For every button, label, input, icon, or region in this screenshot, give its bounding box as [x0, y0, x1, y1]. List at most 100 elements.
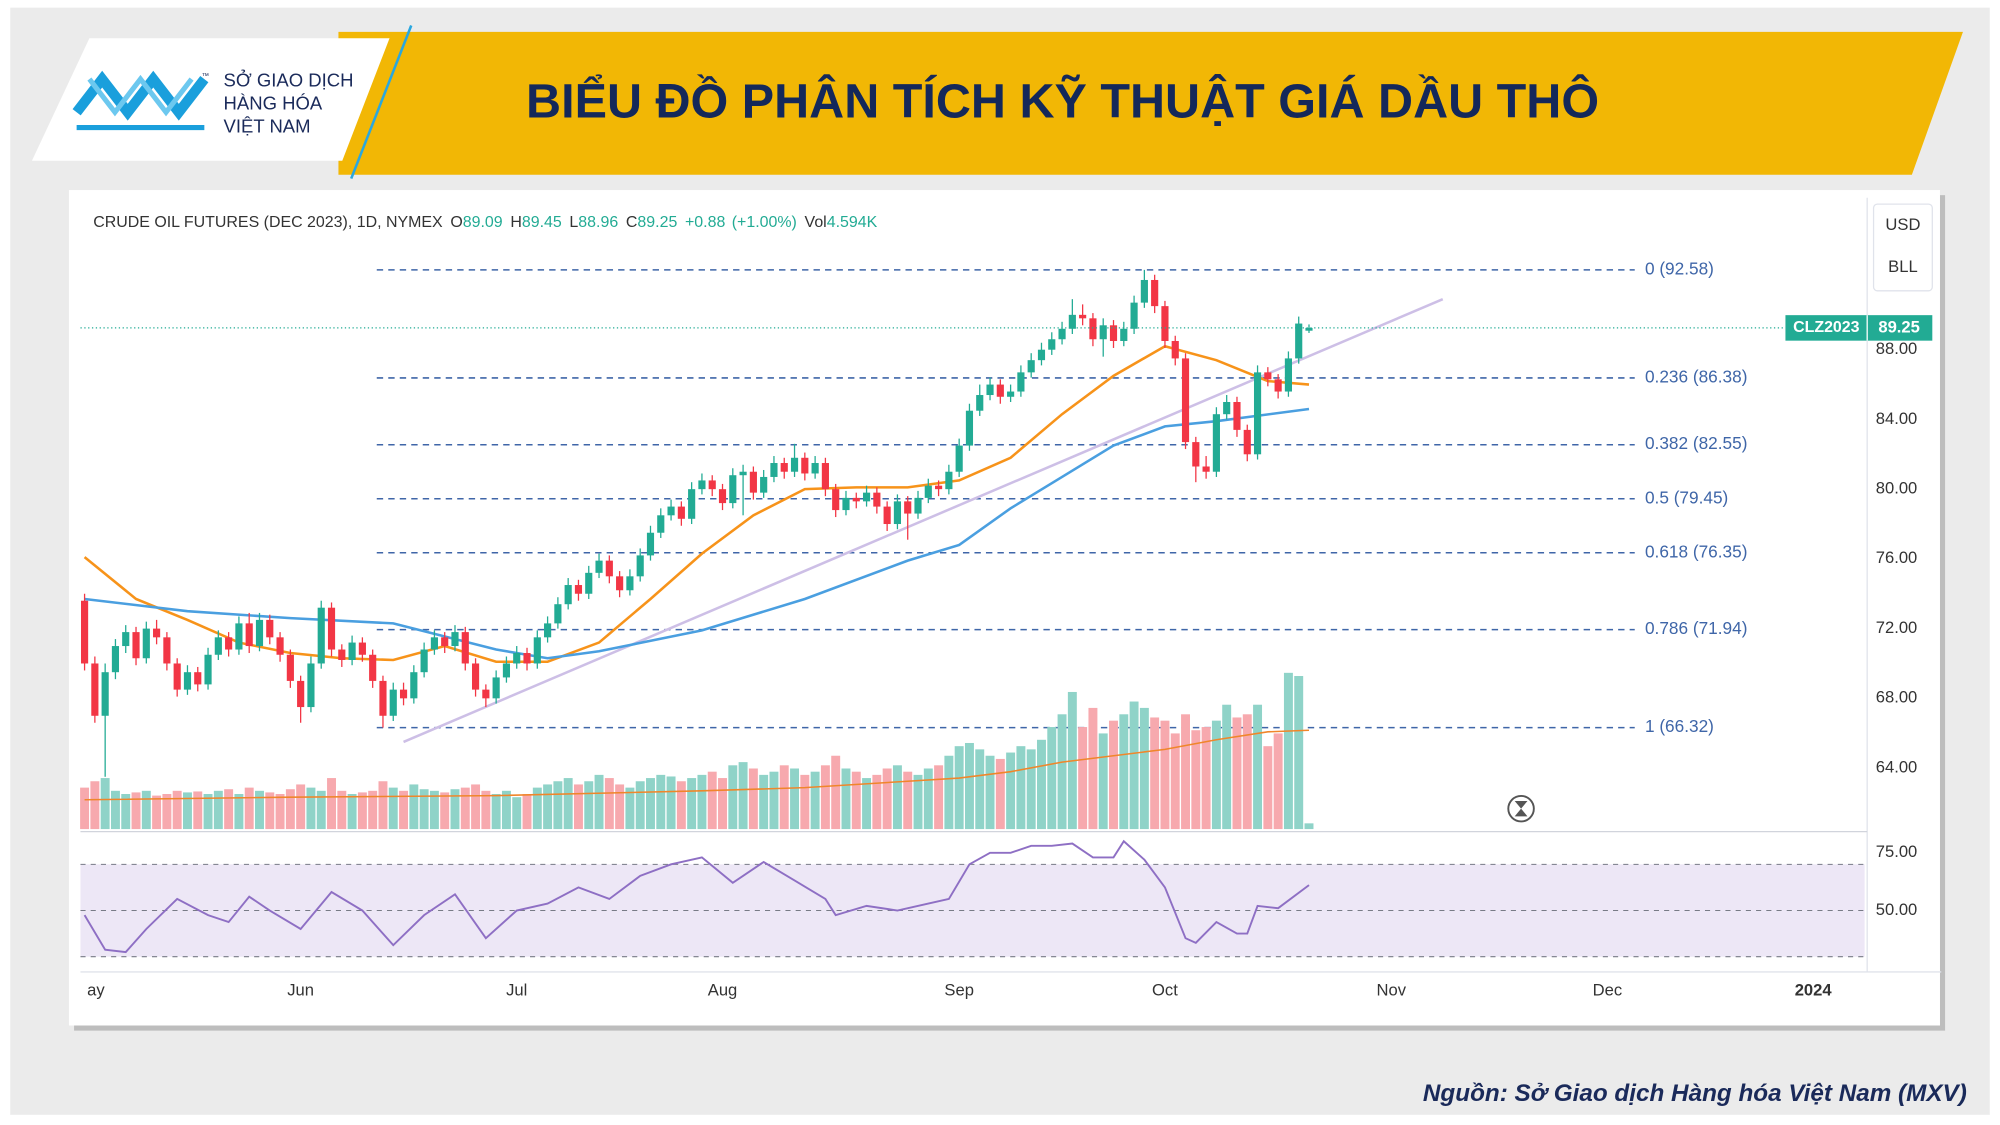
candle-body [801, 457, 809, 474]
fib-label: 0.5 (79.45) [1645, 487, 1728, 507]
candle-body [1264, 372, 1272, 380]
candle-body [893, 501, 902, 525]
candle-body [1079, 314, 1087, 319]
volume-bar [213, 790, 223, 830]
volume-bar [625, 787, 635, 830]
volume-bar [522, 794, 532, 830]
candle-body [101, 672, 109, 716]
legend-value: 89.25 [637, 214, 677, 231]
candle-body [327, 607, 336, 650]
candle-body [883, 506, 891, 525]
candle-body [420, 649, 428, 673]
volume-bar [892, 765, 902, 830]
candle-body [1017, 372, 1025, 392]
candle-body [1171, 340, 1179, 359]
volume-bar [491, 794, 501, 830]
volume-bar [964, 742, 974, 830]
legend-label: C [626, 214, 638, 231]
volume-bar [1026, 749, 1036, 830]
candle-body [996, 384, 1004, 397]
volume-bar [80, 787, 90, 830]
candle-body [1295, 323, 1303, 359]
rsi-line [83, 839, 1310, 954]
candle-body [358, 642, 366, 655]
candle-body [317, 607, 325, 664]
logo-stroke [72, 70, 209, 121]
volume-bar [152, 795, 162, 830]
candle-body [482, 689, 490, 699]
volume-bar [903, 771, 913, 830]
replay-icon[interactable] [1507, 794, 1535, 823]
candle-body [307, 663, 315, 708]
logo-mark [72, 70, 209, 131]
candle-body [585, 572, 593, 594]
x-tick-label: 2024 [1795, 980, 1833, 999]
plot: 64.00 68.00 72.00 76.00 80.00 84.00 88.00 ay Jun… [80, 258, 1933, 999]
volume-bar [1283, 672, 1293, 830]
volume-bar [1098, 733, 1108, 830]
candle-body [204, 654, 212, 685]
volume-bar [1160, 720, 1170, 830]
candle-body [904, 501, 912, 514]
volume-bar [697, 774, 707, 830]
volume-bar [275, 794, 285, 830]
volume-bar [1047, 727, 1057, 830]
volume-bar [512, 797, 522, 830]
candle-body [739, 471, 747, 476]
candle-body [441, 637, 449, 647]
candle-body [1151, 279, 1159, 307]
y-tick-label: 76.00 [1876, 548, 1918, 567]
candle-body [1305, 327, 1313, 331]
volume-bar [707, 771, 717, 830]
volume-bar [882, 768, 892, 830]
volume-bar [203, 794, 213, 830]
candle-body [266, 619, 274, 638]
candle-body [1161, 306, 1169, 341]
candle-body [410, 672, 418, 699]
candle-body [873, 492, 881, 507]
volume-bar [532, 787, 542, 830]
candle-body [945, 471, 953, 490]
volume-bar [100, 778, 110, 830]
logo-trademark: ™ [202, 72, 210, 81]
legend-change: +0.88 [685, 214, 725, 231]
legend-change-pct: (+1.00%) [732, 214, 797, 231]
rsi-tick-label: 50.00 [1876, 900, 1918, 919]
volume-bar [800, 774, 810, 830]
y-tick-label: 80.00 [1876, 479, 1918, 498]
volume-bar [841, 768, 851, 830]
volume-bar [954, 746, 964, 830]
legend-value: 89.45 [522, 214, 562, 231]
volume-bar [1037, 739, 1046, 830]
volume-bar [172, 790, 182, 830]
candle-body [1007, 391, 1015, 397]
candle-body [379, 680, 387, 716]
unit-box [1872, 203, 1933, 292]
candle-body [1068, 314, 1076, 329]
volume-bar [90, 781, 100, 830]
logo-text: HÀNG HÓA [223, 92, 322, 113]
candle-body [780, 463, 788, 472]
candle-body [142, 628, 150, 659]
candle-body [276, 637, 284, 655]
accent-line [350, 25, 413, 180]
candle-body [626, 576, 634, 591]
candle-body [235, 623, 243, 650]
volume-bar [244, 787, 254, 830]
volume-bar [357, 792, 367, 830]
candle-body [1223, 401, 1231, 415]
x-tick-label: Oct [1152, 980, 1178, 999]
volume-bar [759, 774, 769, 830]
candle-body [111, 646, 120, 673]
volume-bar [1294, 676, 1304, 830]
candle-body [338, 649, 346, 660]
volume-bar [399, 790, 409, 830]
volume-bar [923, 768, 933, 830]
candle-body [399, 689, 408, 699]
volume-bar [1273, 733, 1283, 830]
candle-body [389, 689, 397, 716]
volume-bar [1304, 823, 1314, 830]
candle-body [297, 680, 305, 708]
volume-bar [429, 790, 439, 830]
